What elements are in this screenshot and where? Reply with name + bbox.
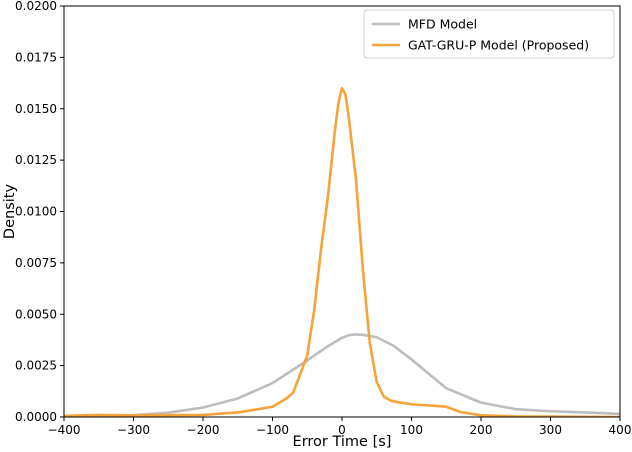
y-tick-label: 0.0150 [15, 102, 57, 116]
x-tick-label: 400 [609, 423, 632, 437]
x-axis-label: Error Time [s] [293, 434, 392, 450]
x-tick-label: 0 [338, 423, 346, 437]
legend-box [363, 9, 615, 59]
y-tick-label: 0.0025 [15, 359, 57, 373]
x-tick-label: 200 [470, 423, 493, 437]
y-tick-label: 0.0125 [15, 153, 57, 167]
x-axis-ticks: −400 −300 −200 −100 0 100 200 300 400 [48, 417, 632, 437]
y-axis-label: Density [2, 184, 18, 240]
y-tick-label: 0.0000 [15, 410, 57, 424]
x-tick-label: −200 [187, 423, 220, 437]
y-tick-label: 0.0200 [15, 0, 57, 13]
series-layer [64, 86, 620, 417]
series-line-2 [64, 86, 620, 417]
x-tick-label: −300 [117, 423, 150, 437]
legend-label: GAT-GRU-P Model (Proposed) [408, 38, 589, 53]
y-axis-ticks: 0.0000 0.0025 0.0050 0.0075 0.0100 0.0125 0.01… [15, 0, 64, 424]
series-line-1 [64, 333, 620, 417]
y-tick-label: 0.0050 [15, 307, 57, 321]
x-tick-label: −400 [48, 423, 81, 437]
y-tick-label: 0.0100 [15, 205, 57, 219]
x-tick-label: −100 [256, 423, 289, 437]
x-tick-label: 100 [400, 423, 423, 437]
y-tick-label: 0.0075 [15, 256, 57, 270]
plot-frame [63, 5, 621, 418]
legend: MFD Model GAT-GRU-P Model (Proposed) [363, 9, 615, 59]
x-tick-label: 300 [539, 423, 562, 437]
y-tick-label: 0.0175 [15, 50, 57, 64]
legend-label: MFD Model [408, 17, 477, 32]
